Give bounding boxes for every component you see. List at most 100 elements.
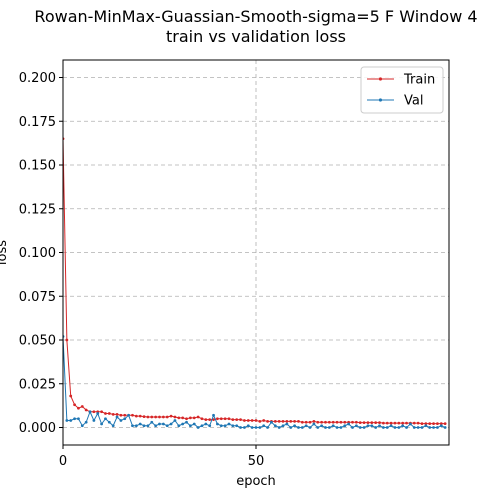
data-point-val — [127, 413, 131, 417]
data-point-train — [69, 394, 73, 398]
data-point-train — [177, 416, 181, 420]
data-point-train — [354, 420, 358, 424]
data-point-train — [289, 419, 293, 423]
y-tick-label-3: 0.075 — [19, 290, 56, 305]
data-point-train — [351, 420, 354, 424]
data-point-val — [77, 417, 80, 421]
data-point-val — [273, 424, 277, 428]
data-point-val — [258, 426, 262, 429]
data-point-train — [262, 419, 266, 422]
data-point-train — [428, 422, 432, 426]
data-point-train — [146, 415, 150, 419]
data-point-val — [351, 426, 354, 429]
data-point-val — [231, 424, 235, 428]
data-point-train — [285, 419, 289, 423]
data-point-train — [381, 421, 385, 425]
data-point-val — [289, 426, 293, 429]
chart-title: Rowan-MinMax-Guassian-Smooth-sigma=5 F W… — [34, 7, 477, 46]
data-point-train — [173, 415, 177, 419]
data-point-val — [436, 426, 439, 429]
data-point-val — [281, 424, 285, 428]
data-point-val — [374, 426, 378, 429]
data-point-train — [92, 410, 96, 414]
data-point-val — [254, 426, 258, 429]
data-point-val — [327, 426, 331, 429]
data-point-train — [281, 419, 285, 423]
data-point-val — [324, 426, 327, 429]
data-point-train — [154, 415, 158, 419]
data-point-train — [150, 415, 154, 419]
data-point-train — [142, 415, 146, 419]
x-tick-label-1: 50 — [248, 454, 265, 469]
y-tick-label-6: 0.150 — [19, 159, 56, 174]
data-point-val — [420, 426, 424, 429]
data-point-val — [165, 424, 169, 428]
data-point-train — [84, 408, 88, 412]
data-point-train — [77, 406, 80, 410]
series-lines — [63, 137, 447, 429]
data-point-val — [111, 424, 115, 428]
data-point-val — [107, 420, 111, 424]
data-point-val — [370, 424, 374, 428]
data-point-val — [339, 426, 343, 429]
data-point-train — [235, 418, 239, 422]
data-point-train — [100, 410, 103, 414]
data-point-train — [107, 412, 111, 415]
data-point-train — [219, 417, 223, 421]
data-point-val — [73, 417, 76, 421]
data-point-val — [297, 426, 300, 429]
data-point-val — [300, 426, 304, 429]
data-point-train — [273, 419, 277, 423]
data-point-train — [424, 422, 428, 426]
legend-label-train: Train — [403, 73, 435, 88]
data-point-train — [358, 421, 362, 424]
data-point-val — [235, 424, 239, 428]
data-point-val — [100, 422, 103, 426]
data-point-train — [231, 418, 235, 422]
data-point-val — [96, 412, 100, 415]
data-point-val — [192, 422, 196, 426]
data-point-val — [134, 424, 138, 428]
series-line-val — [63, 336, 446, 429]
data-point-val — [362, 426, 366, 429]
data-point-val — [150, 420, 154, 424]
data-point-train — [192, 416, 196, 420]
data-point-train — [324, 420, 327, 424]
data-point-train — [312, 419, 316, 423]
data-point-val — [119, 419, 123, 422]
data-point-train — [250, 419, 254, 422]
data-point-val — [123, 417, 127, 421]
data-point-train — [212, 418, 215, 422]
data-point-train — [258, 419, 262, 423]
data-point-train — [366, 421, 370, 424]
data-point-train — [362, 421, 366, 424]
data-point-train — [397, 421, 401, 425]
data-point-train — [412, 421, 416, 425]
y-axis-label: loss — [0, 240, 10, 265]
data-point-val — [208, 424, 212, 428]
data-point-val — [266, 426, 269, 429]
data-point-train — [188, 416, 192, 420]
data-point-train — [131, 413, 134, 417]
data-point-val — [312, 422, 316, 426]
data-point-val — [354, 424, 358, 428]
data-point-train — [185, 417, 188, 421]
data-point-train — [320, 420, 324, 424]
data-point-train — [374, 421, 378, 424]
data-point-val — [216, 422, 219, 426]
data-point-train — [181, 416, 185, 420]
x-axis-label: epoch — [236, 474, 276, 489]
data-point-train — [439, 422, 443, 426]
data-point-val — [239, 426, 242, 429]
data-point-val — [158, 422, 161, 426]
data-point-train — [420, 422, 424, 426]
data-point-val — [277, 426, 281, 429]
data-point-val — [270, 420, 273, 424]
data-point-train — [104, 412, 107, 415]
data-point-val — [84, 420, 88, 424]
data-point-val — [405, 426, 408, 429]
data-point-val — [343, 424, 347, 428]
data-point-val — [88, 410, 92, 414]
data-point-train — [216, 417, 219, 421]
